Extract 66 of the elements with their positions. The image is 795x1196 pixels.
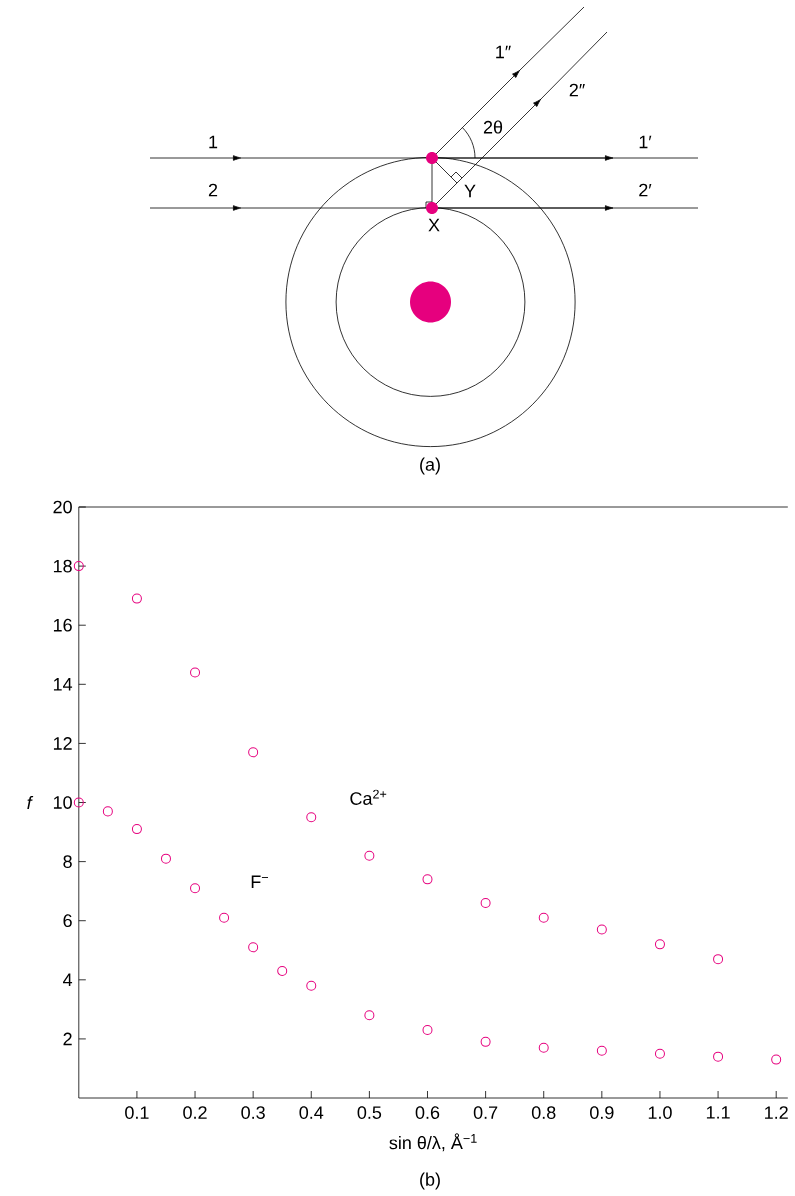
point <box>306 812 317 823</box>
point <box>422 874 433 885</box>
point <box>597 1045 607 1056</box>
text: 1″ <box>496 45 512 59</box>
point <box>248 747 259 758</box>
point <box>161 853 172 864</box>
point <box>306 980 317 991</box>
x-tick-label: 1.0 <box>648 1106 672 1119</box>
point <box>277 965 288 976</box>
point <box>422 1025 433 1036</box>
x-tick-label: 0.3 <box>241 1106 266 1119</box>
point <box>480 897 491 908</box>
text: Y <box>464 184 476 198</box>
x-axis-title: sin θ/λ, Å$^{−1}$ <box>389 1133 477 1152</box>
point <box>248 942 259 953</box>
y-tick-label: 8 <box>63 855 72 868</box>
x-tick-label: 0.5 <box>357 1106 382 1119</box>
x-tick-label: 0.6 <box>415 1106 440 1119</box>
x-tick-label: 0.8 <box>532 1106 556 1119</box>
text: 2′ <box>639 183 652 197</box>
text: 2″ <box>569 83 586 97</box>
point <box>364 1010 375 1021</box>
point <box>713 954 724 965</box>
x-tick-label: 0.7 <box>473 1106 498 1119</box>
y-tick-label: 12 <box>54 737 72 750</box>
point <box>480 1036 491 1047</box>
y-tick-label: 10 <box>54 796 73 809</box>
y-tick-label: 6 <box>63 914 72 928</box>
point <box>73 797 84 808</box>
point <box>132 593 143 604</box>
point <box>190 667 201 678</box>
y-tick-label: 20 <box>53 500 73 514</box>
point <box>713 1051 724 1062</box>
point <box>103 806 114 817</box>
point <box>219 912 230 923</box>
x-tick-label: 0.2 <box>183 1106 207 1119</box>
y-axis-title: f <box>27 795 34 810</box>
point <box>597 924 607 935</box>
x-tick-label: 1.2 <box>765 1106 788 1119</box>
point <box>538 912 549 923</box>
text: 2θ <box>484 120 503 134</box>
y-tick-label: 2 <box>63 1032 72 1046</box>
x-tick-label: 0.9 <box>590 1106 614 1119</box>
x-tick-label: 1.1 <box>707 1106 730 1119</box>
y-tick-label: 4 <box>63 973 73 986</box>
text: Ca$^{2+}$ <box>350 789 387 805</box>
text: (b) <box>420 1172 441 1190</box>
point <box>190 883 201 894</box>
text: 1′ <box>639 135 652 149</box>
text: F$^{−}$ <box>251 875 269 888</box>
point <box>132 824 143 835</box>
y-tick-label: 14 <box>54 678 73 691</box>
point <box>771 1054 782 1065</box>
point <box>364 850 375 861</box>
text: (a) <box>420 457 441 475</box>
text: 2 <box>209 183 218 197</box>
x-tick-label: 0.4 <box>299 1106 324 1119</box>
point <box>73 561 84 572</box>
y-tick-label: 16 <box>54 618 72 632</box>
point <box>655 939 666 950</box>
point <box>538 1042 549 1053</box>
point <box>655 1048 666 1059</box>
x-tick-label: 0.1 <box>125 1106 149 1119</box>
text: 1 <box>209 135 218 149</box>
y-tick-label: 18 <box>54 559 72 573</box>
text: X <box>428 218 440 232</box>
